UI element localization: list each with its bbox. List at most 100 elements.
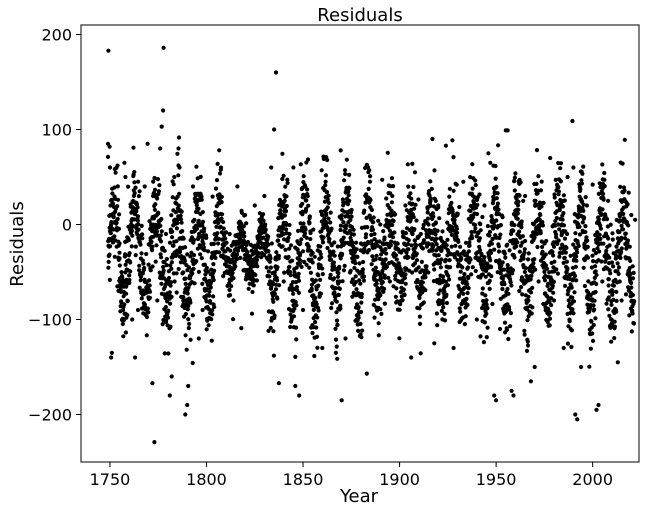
data-point (113, 170, 118, 175)
data-point (115, 184, 120, 189)
data-point (164, 256, 169, 262)
data-point (508, 280, 513, 285)
data-point (280, 244, 285, 249)
data-point (340, 251, 345, 257)
data-point (452, 255, 457, 260)
data-point (553, 177, 558, 182)
data-point (318, 244, 323, 249)
data-point (585, 244, 590, 249)
data-point (271, 353, 276, 358)
data-point (528, 277, 533, 282)
data-point (272, 127, 277, 132)
data-point (198, 174, 203, 179)
data-point (614, 309, 619, 314)
data-point (323, 173, 328, 178)
data-point (610, 231, 615, 236)
data-point (590, 253, 595, 258)
data-point (182, 259, 187, 264)
data-point (122, 302, 127, 307)
data-point (332, 253, 337, 258)
data-point (304, 206, 309, 211)
data-point (360, 267, 365, 272)
data-point (202, 248, 207, 253)
data-point (545, 294, 550, 299)
data-point (307, 220, 312, 225)
data-point (184, 347, 189, 352)
data-point (124, 291, 129, 296)
data-point (469, 229, 474, 235)
data-point (308, 270, 313, 275)
data-point (565, 174, 570, 180)
data-point (428, 179, 433, 184)
data-point (283, 247, 288, 252)
data-point (394, 286, 399, 291)
data-point (326, 200, 331, 205)
data-point (314, 325, 319, 330)
data-point (473, 226, 478, 231)
data-point (595, 246, 600, 251)
data-point (249, 311, 255, 316)
data-point (354, 240, 359, 245)
data-point (444, 243, 449, 248)
data-point (517, 249, 522, 254)
data-point (271, 329, 276, 334)
data-point (109, 350, 114, 355)
data-point (431, 204, 437, 209)
data-point (466, 286, 471, 291)
data-point (123, 252, 128, 257)
data-point (612, 324, 618, 329)
data-point (406, 184, 411, 189)
data-point (519, 219, 524, 224)
data-point (477, 192, 482, 197)
data-point (549, 303, 554, 308)
data-point (155, 298, 160, 303)
data-point (201, 241, 206, 246)
data-point (554, 267, 559, 272)
data-point (474, 317, 479, 322)
data-point (311, 307, 316, 312)
data-point (583, 229, 588, 235)
data-point (326, 193, 331, 198)
data-point (540, 249, 545, 254)
data-point (557, 254, 562, 259)
data-point (565, 266, 570, 271)
data-point (114, 220, 119, 225)
data-point (489, 214, 494, 219)
data-point (472, 229, 477, 234)
data-point (359, 300, 364, 305)
data-point (467, 240, 472, 245)
data-point (572, 290, 577, 295)
data-point (304, 262, 309, 267)
data-point (314, 334, 320, 339)
data-point (532, 257, 537, 262)
data-point (263, 227, 268, 232)
data-point (582, 283, 588, 289)
data-point (498, 232, 503, 237)
data-point (169, 294, 174, 299)
data-point (431, 214, 436, 219)
data-point (540, 244, 545, 250)
data-point (108, 231, 113, 236)
data-point (168, 324, 173, 329)
data-point (583, 224, 588, 229)
data-point (512, 255, 517, 260)
data-point (602, 170, 607, 176)
data-point (393, 212, 398, 217)
data-point (390, 222, 395, 228)
data-point (162, 248, 167, 253)
data-point (185, 252, 190, 257)
data-point (451, 188, 456, 193)
data-point (487, 233, 492, 238)
data-point (293, 299, 298, 304)
data-point (343, 214, 348, 219)
data-point (132, 191, 137, 196)
data-point (284, 222, 289, 227)
data-point (494, 398, 499, 403)
data-point (561, 260, 566, 265)
data-point (190, 184, 196, 189)
data-point (253, 272, 258, 278)
data-point (147, 278, 152, 283)
data-point (607, 313, 612, 318)
data-point (204, 299, 209, 304)
data-point (186, 326, 191, 331)
